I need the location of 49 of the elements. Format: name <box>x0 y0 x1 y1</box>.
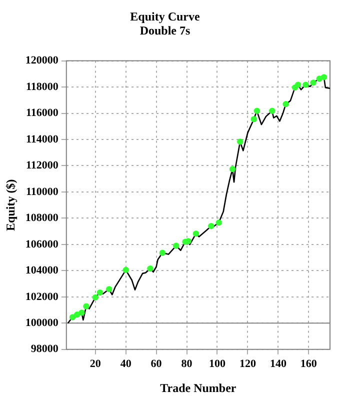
y-axis-title: Equity ($) <box>3 179 18 231</box>
x-tick-label: 80 <box>181 358 193 370</box>
x-tick-label: 60 <box>150 358 162 370</box>
point <box>250 116 257 122</box>
point <box>69 314 76 320</box>
y-tick-label: 118000 <box>26 80 59 93</box>
x-tick-label: 40 <box>120 358 132 370</box>
y-tick-label: 120000 <box>25 54 59 67</box>
point <box>254 108 260 114</box>
point <box>269 108 276 114</box>
point <box>302 82 309 88</box>
point <box>122 266 129 274</box>
point <box>159 250 166 256</box>
point <box>173 242 180 249</box>
point <box>229 166 236 172</box>
y-tick-label: 102000 <box>25 290 59 303</box>
y-tick-label: 98000 <box>30 343 59 356</box>
point <box>320 74 328 80</box>
point <box>78 310 85 316</box>
point <box>208 222 214 230</box>
point <box>310 80 316 86</box>
point <box>92 294 98 301</box>
point <box>294 82 302 88</box>
y-tick-label: 104000 <box>25 264 59 277</box>
chart-title: Equity Curve <box>130 9 201 24</box>
x-tick-label: 20 <box>90 358 102 370</box>
point <box>216 220 222 226</box>
chart-subtitle: Double 7s <box>140 24 190 38</box>
point <box>316 76 322 82</box>
point <box>96 290 104 296</box>
y-tick-label: 108000 <box>25 212 59 224</box>
y-tick-label: 114000 <box>26 133 59 146</box>
point <box>74 312 80 318</box>
x-tick-label: 160 <box>300 358 318 370</box>
y-tick-label: 112000 <box>26 160 59 172</box>
y-tick-label: 100000 <box>25 317 59 330</box>
x-axis-title: Trade Number <box>160 380 237 395</box>
x-tick-label: 120 <box>239 358 256 370</box>
point <box>83 303 90 310</box>
point <box>192 230 200 237</box>
point <box>147 265 154 272</box>
point <box>282 100 289 108</box>
point <box>106 286 112 292</box>
x-tick-label: 140 <box>270 358 287 370</box>
y-tick-label: 106000 <box>25 238 59 250</box>
y-tick-label: 116000 <box>26 107 59 120</box>
y-tick-label: 110000 <box>26 186 59 198</box>
x-tick-label: 100 <box>208 358 226 370</box>
point <box>237 138 244 145</box>
